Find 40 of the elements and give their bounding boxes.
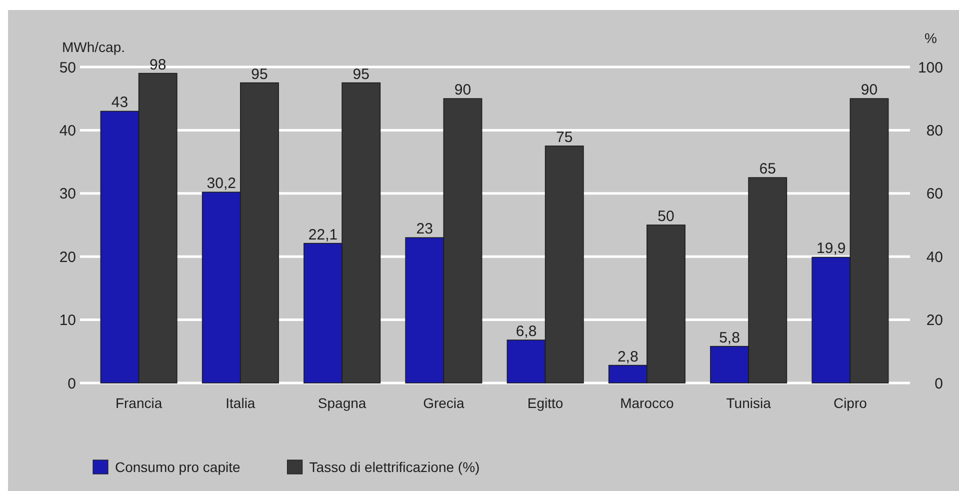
x-tick-label: Marocco [620,395,674,411]
x-tick-label: Tunisia [726,395,772,411]
data-label: 50 [658,208,674,225]
data-label: 90 [454,82,472,99]
data-label: 19,9 [816,240,846,258]
x-tick-label: Italia [226,395,256,411]
y2-tick-label: 0 [934,375,943,392]
data-label: 2,8 [617,348,638,366]
data-label: 65 [759,160,776,178]
x-tick-label: Cipro [833,395,868,411]
data-label: 6,8 [516,323,537,340]
data-label: 30,2 [206,175,236,192]
data-label: 95 [352,66,370,83]
y-axis-title: MWh/cap. [62,39,126,55]
y2-tick-label: 80 [926,122,943,140]
x-tick-label: Francia [115,395,162,411]
y-tick-label: 10 [59,312,76,330]
y-tick-label: 30 [59,186,76,203]
legend-label: Tasso di elettrificazione (%) [309,459,480,475]
data-label: 90 [860,82,878,99]
data-label: 75 [556,129,573,146]
y2-tick-label: 40 [926,248,943,266]
y2-axis-title: % [924,30,937,46]
data-label: 22,1 [308,226,338,244]
x-tick-label: Egitto [527,395,564,411]
data-label: 43 [111,94,128,112]
y2-tick-label: 60 [926,186,943,203]
y2-tick-label: 100 [918,59,943,76]
x-tick-label: Grecia [423,395,465,411]
data-label: 23 [416,220,433,238]
data-label: 98 [150,56,166,74]
data-label: 5,8 [719,329,740,346]
data-label: 95 [251,66,268,83]
y-tick-label: 50 [59,59,76,76]
x-tick-label: Spagna [318,395,366,411]
y-tick-label: 0 [68,375,76,392]
legend-label: Consumo pro capite [115,459,241,475]
y-tick-label: 40 [59,122,76,140]
y2-tick-label: 20 [926,312,943,330]
y-tick-label: 20 [59,248,76,266]
